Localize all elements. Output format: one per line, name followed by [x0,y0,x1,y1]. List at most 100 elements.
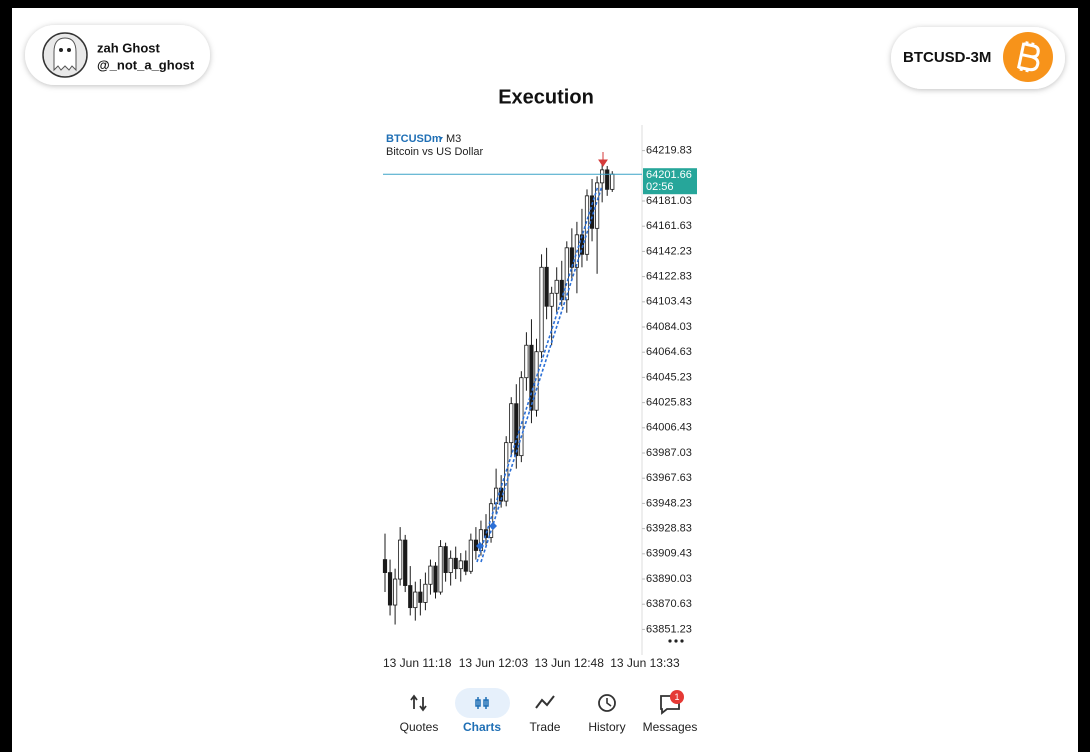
more-dot [680,639,684,643]
y-tick-label: 63948.23 [646,497,692,509]
chart-panel [380,125,700,680]
candle-body [413,591,418,609]
candle-body [610,173,615,190]
candle-body [438,546,443,593]
y-tick-label: 64142.23 [646,245,692,257]
y-tick-label: 63890.03 [646,573,692,585]
nav-label[interactable]: Charts [463,720,501,734]
profile-handle: @_not_a_ghost [97,57,195,72]
candle-body [403,539,408,586]
candle-body [519,377,524,457]
candle-body [539,266,544,353]
candle-body [408,585,413,609]
sell-arrow [598,152,608,167]
candle-body [428,565,433,585]
nav-label[interactable]: History [588,720,625,734]
x-tick-label: 13 Jun 12:48 [535,656,605,670]
profile-name: zah Ghost [97,40,161,55]
candle-body [524,344,529,379]
candle-body [488,503,494,538]
candle-body [493,487,499,505]
chart-subtitle: Bitcoin vs US Dollar [386,146,484,158]
candle-body [584,195,590,255]
candle-body [382,559,388,573]
candle-body [483,529,489,538]
y-tick-label: 63851.23 [646,623,692,635]
more-dot [674,639,678,643]
ghost-eye [67,48,71,52]
last-price-label: 64201.66 [646,169,692,181]
candle-body [569,247,574,268]
x-tick-label: 13 Jun 13:33 [610,656,680,670]
messages-badge-count: 1 [674,692,679,702]
x-tick-label: 13 Jun 12:03 [459,656,529,670]
countdown-label: 02:56 [646,181,674,193]
more-dot [668,639,672,643]
y-tick-label: 64084.03 [646,321,692,333]
y-tick-label: 64025.83 [646,397,692,409]
page-title: Execution [498,86,594,108]
quotes-icon[interactable] [410,694,427,712]
history-hand [606,698,612,707]
candle-body [463,560,468,572]
y-tick-label: 64006.43 [646,422,692,434]
nav-active-bg [455,688,510,718]
charts-icon[interactable] [483,699,489,707]
candle-body [398,539,403,580]
candle-body [544,266,549,307]
y-tick-label: 64181.03 [646,195,692,207]
y-tick-label: 64161.63 [646,220,692,232]
candle-body [579,234,585,255]
x-tick-label: 13 Jun 11:18 [383,656,452,670]
y-tick-label: 63967.63 [646,472,692,484]
nav-label[interactable]: Quotes [400,720,439,734]
ghost-icon [53,37,77,72]
trade-marker [476,522,497,550]
candle-body [600,169,605,184]
ghost-eye [59,48,63,52]
candle-body [504,442,509,502]
candle-body [564,247,569,301]
trade-line [476,185,603,563]
candle-body [509,403,514,444]
candle-body [443,546,448,573]
candle-body [549,292,554,307]
symbol-dropdown [439,137,443,140]
nav-label[interactable]: Messages [643,720,698,734]
last-price-box [643,168,697,195]
candle-body [423,583,428,603]
candle-body [529,344,534,411]
candle-body [595,182,600,229]
y-tick-label: 63870.63 [646,598,692,610]
y-tick-label: 64122.83 [646,271,692,283]
y-tick-label: 64219.83 [646,145,692,157]
y-tick-label: 64064.63 [646,346,692,358]
badge-text: BTCUSD-3M [903,49,991,66]
y-tick-label: 64103.43 [646,296,692,308]
candle-body [418,591,423,603]
history-icon[interactable] [598,694,616,712]
y-tick-label: 64045.23 [646,371,692,383]
candle-body [468,539,473,572]
bitcoin-glyph [1016,41,1040,73]
candle-body [514,403,519,457]
candle-body [559,279,564,301]
candle-body [448,557,453,573]
candle-body [458,560,463,570]
y-tick-label: 63987.03 [646,447,692,459]
y-tick-label: 63909.43 [646,548,692,560]
plot: 64219.83 64181.03 64161.63 64142.23 64122.83… [382,145,697,670]
y-tick-label: 63928.83 [646,523,692,535]
nav-bar: Quotes Charts Trade History Messages [400,720,698,734]
nav-label[interactable]: Trade [530,720,561,734]
candle-body [605,169,610,190]
charts-icon[interactable] [475,699,481,707]
messages-badge [670,690,684,704]
chart-symbol: BTCUSDm [386,133,442,145]
candle-body [387,572,393,606]
chart-timeframe: M3 [446,133,461,145]
trade-icon[interactable] [535,695,555,709]
candle-body [453,557,458,570]
